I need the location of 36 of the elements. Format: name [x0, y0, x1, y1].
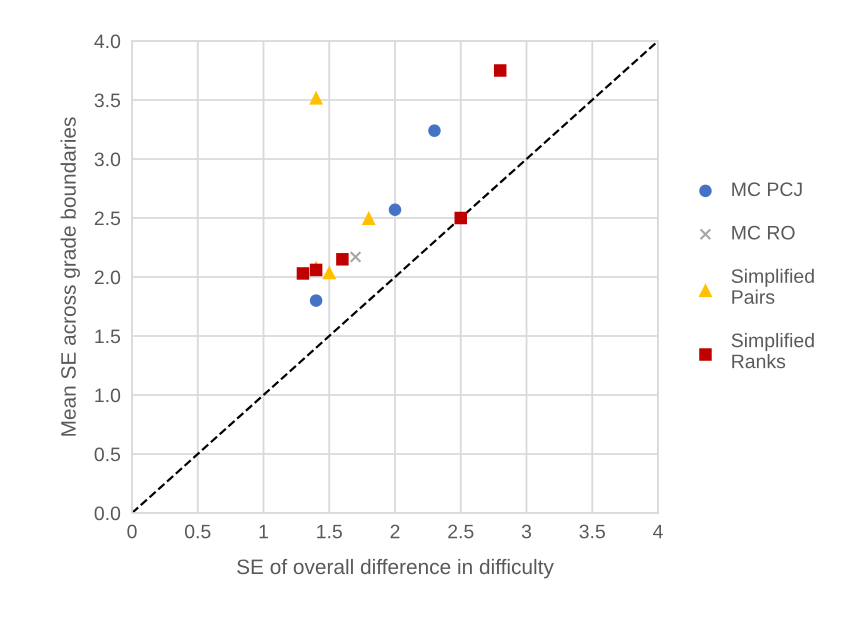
x-axis-title: SE of overall difference in difficulty	[237, 558, 554, 578]
point	[388, 203, 402, 216]
legend-label: MC PCJ	[732, 182, 802, 196]
y-tick-label: 1.0	[95, 388, 120, 402]
legend-label: MC RO	[732, 226, 795, 240]
y-tick-label: 3.5	[94, 93, 120, 108]
point	[362, 211, 376, 225]
y-tick-label: 2.0	[94, 270, 120, 284]
point	[336, 253, 349, 266]
y-tick-label: 0.5	[94, 447, 120, 462]
point	[428, 124, 441, 137]
point	[350, 251, 362, 263]
x-tick-label: 3	[522, 524, 532, 538]
point	[310, 294, 322, 307]
x-tick-label: 3.5	[579, 524, 605, 538]
point	[322, 265, 336, 280]
point	[454, 212, 467, 224]
point	[296, 267, 310, 280]
point	[309, 90, 324, 105]
y-tick-label: 3.0	[94, 152, 120, 166]
legend-label: Simplified Ranks	[732, 333, 814, 368]
y-tick-label: 0.0	[94, 506, 120, 520]
x-tick-label: 1	[260, 524, 268, 538]
x-tick-label: 0.5	[184, 524, 210, 538]
point	[494, 64, 506, 77]
x-tick-label: 2	[390, 524, 400, 538]
legend-label: Simplified Pairs	[732, 268, 814, 304]
y-tick-label: 4.0	[94, 34, 120, 48]
point	[310, 264, 322, 276]
x-tick-label: 2.5	[448, 524, 474, 538]
y-axis-title: Mean SE across grade boundaries	[60, 117, 80, 436]
y-tick-label: 2.5	[94, 211, 120, 226]
x-tick-label: 4	[653, 524, 663, 538]
x-tick-label: 0	[127, 524, 137, 538]
y-tick-label: 1.5	[95, 330, 120, 344]
x-tick-label: 1.5	[317, 524, 342, 538]
